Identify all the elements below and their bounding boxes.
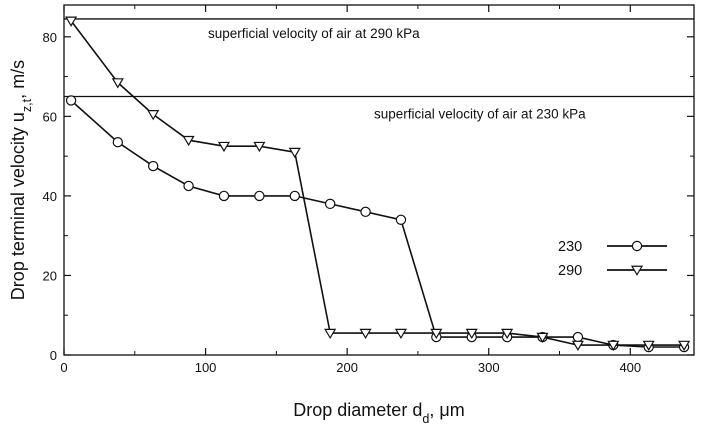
- series-line-230: [70, 99, 685, 348]
- data-point-230: [360, 206, 371, 218]
- y-axis-title: Drop terminal velocity uz,t, m/s: [8, 60, 34, 300]
- data-point-290: [678, 340, 691, 351]
- data-point-290: [324, 328, 337, 340]
- data-point-230: [112, 137, 123, 148]
- plot-frame: [63, 4, 695, 356]
- data-point-290: [607, 340, 620, 351]
- data-point-290: [111, 78, 124, 89]
- data-point-290: [253, 141, 266, 153]
- legend-marker-290: [630, 265, 644, 276]
- data-point-290: [288, 147, 301, 159]
- data-point-230: [254, 190, 265, 202]
- x-tick-label: 100: [195, 360, 217, 375]
- data-point-230: [183, 180, 194, 192]
- x-tick-label: 300: [478, 360, 500, 375]
- data-point-290: [430, 328, 443, 340]
- x-tick-label: 0: [60, 360, 67, 375]
- data-point-290: [536, 332, 549, 344]
- y-tick-label: 20: [43, 268, 57, 283]
- data-point-290: [501, 328, 514, 340]
- x-tick-label: 400: [619, 360, 641, 375]
- data-point-290: [147, 110, 160, 121]
- data-point-230: [218, 190, 230, 202]
- data-point-290: [642, 340, 655, 351]
- reference-line-label: superficial velocity of air at 290 kPa: [208, 26, 420, 41]
- reference-line-label: superficial velocity of air at 230 kPa: [374, 106, 586, 121]
- data-point-230: [147, 160, 159, 172]
- data-point-290: [217, 141, 231, 153]
- data-point-290: [394, 328, 407, 340]
- x-axis-title: Drop diameter dd, μm: [293, 400, 464, 425]
- y-tick-label: 0: [50, 348, 57, 363]
- legend-label-230: 230: [558, 239, 582, 255]
- legend-label-290: 290: [558, 263, 582, 279]
- data-point-290: [65, 16, 78, 27]
- data-point-230: [395, 214, 407, 225]
- y-tick-label: 60: [43, 109, 57, 124]
- data-point-290: [571, 340, 584, 351]
- data-point-290: [182, 135, 195, 147]
- y-tick-label: 40: [43, 189, 57, 204]
- data-point-290: [465, 328, 478, 340]
- data-point-230: [289, 190, 300, 202]
- data-point-230: [324, 198, 336, 210]
- x-tick-label: 200: [336, 360, 358, 375]
- data-point-290: [359, 328, 372, 340]
- data-point-230: [65, 95, 77, 106]
- series-line-290: [70, 20, 685, 346]
- legend-marker-230: [631, 240, 643, 252]
- y-tick-label: 80: [43, 30, 57, 45]
- data-point-230: [572, 331, 584, 343]
